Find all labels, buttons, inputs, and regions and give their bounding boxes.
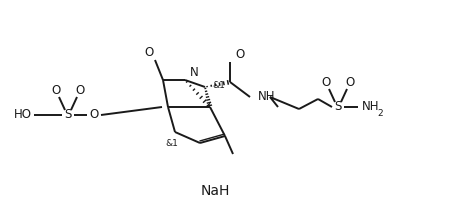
Text: &1: &1 [165,138,178,148]
Text: NaH: NaH [200,184,230,198]
Text: O: O [75,84,85,97]
Text: O: O [89,108,99,121]
Text: &1: &1 [212,81,225,91]
Text: O: O [322,76,330,89]
Text: O: O [235,49,244,62]
Text: S: S [64,108,72,121]
Text: NH: NH [362,100,379,113]
Text: O: O [144,46,154,59]
Text: HO: HO [14,108,32,121]
Text: O: O [345,76,355,89]
Text: N: N [190,67,199,79]
Text: O: O [51,84,61,97]
Text: NH: NH [258,91,275,103]
Text: 2: 2 [377,109,383,118]
Text: S: S [334,100,342,113]
